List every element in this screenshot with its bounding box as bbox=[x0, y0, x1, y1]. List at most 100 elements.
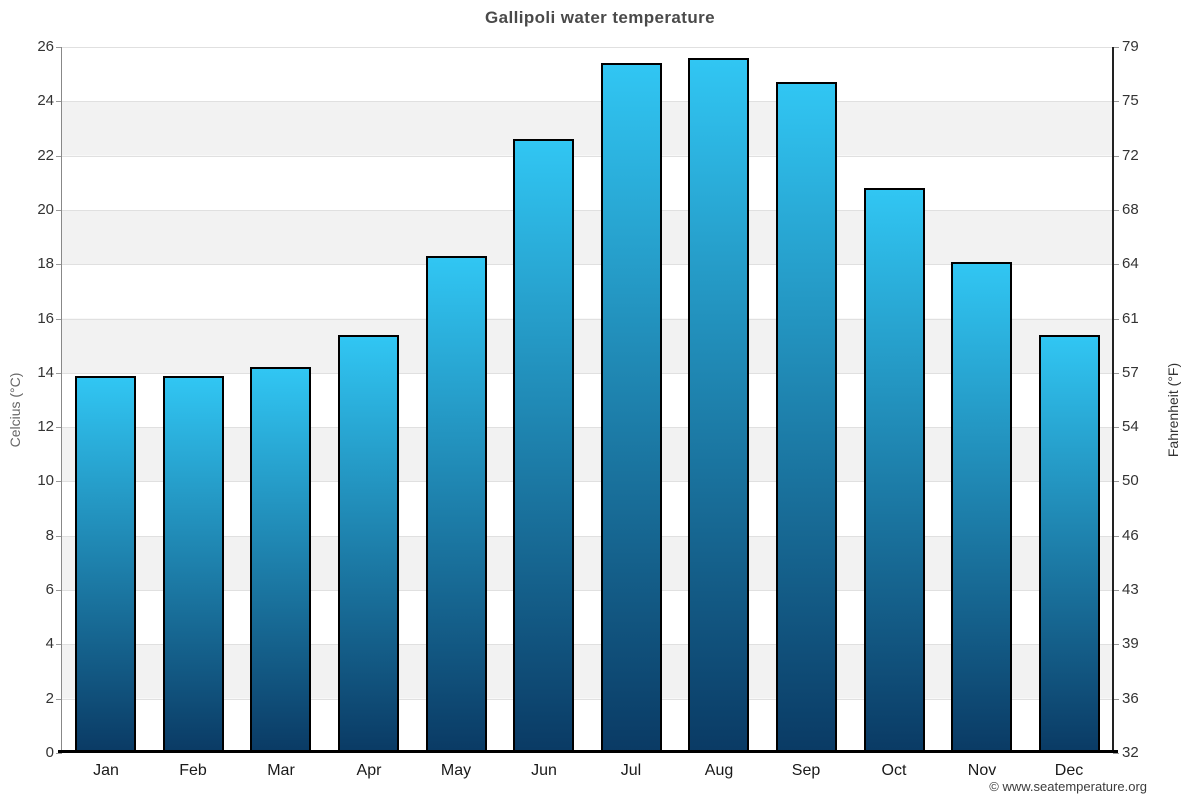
chart-title: Gallipoli water temperature bbox=[485, 8, 715, 27]
y-axis-tick-label: 16 bbox=[37, 310, 54, 327]
gridline bbox=[62, 101, 1113, 102]
y2-axis-tick-label: 54 bbox=[1122, 418, 1139, 435]
y2-axis-tick-label: 64 bbox=[1122, 255, 1139, 272]
bar-aug[interactable] bbox=[688, 58, 749, 753]
y2-axis-tick bbox=[1113, 101, 1119, 102]
bar-mar[interactable] bbox=[250, 367, 311, 753]
y2-axis-tick-label: 46 bbox=[1122, 527, 1139, 544]
y2-axis-tick-label: 39 bbox=[1122, 635, 1139, 652]
y-axis-tick-label: 8 bbox=[45, 527, 54, 544]
y2-axis-tick-label: 32 bbox=[1122, 744, 1139, 761]
bar-jan[interactable] bbox=[75, 376, 136, 753]
y-axis-tick bbox=[56, 47, 62, 48]
x-axis-line bbox=[58, 750, 1118, 753]
x-axis-label-jun: Jun bbox=[531, 762, 557, 779]
y-axis-tick bbox=[56, 319, 62, 320]
y2-axis-tick bbox=[1113, 319, 1119, 320]
plot-area bbox=[56, 47, 1119, 754]
y2-axis-tick-label: 61 bbox=[1122, 310, 1139, 327]
y2-axis-tick-label: 36 bbox=[1122, 690, 1139, 707]
y2-axis-tick-label: 79 bbox=[1122, 38, 1139, 55]
x-axis-label-nov: Nov bbox=[967, 762, 997, 779]
y2-axis-tick-label: 72 bbox=[1122, 147, 1139, 164]
y-axis-line bbox=[61, 47, 62, 753]
y-axis-tick bbox=[56, 156, 62, 157]
y-axis-tick-label: 20 bbox=[37, 201, 54, 218]
y2-axis-tick bbox=[1113, 264, 1119, 265]
y-axis-tick-label: 22 bbox=[37, 147, 54, 164]
y-axis-tick-label: 14 bbox=[37, 364, 54, 381]
y2-axis-line bbox=[1112, 47, 1114, 753]
y2-axis-tick bbox=[1113, 699, 1119, 700]
y-axis-tick-label: 10 bbox=[37, 472, 54, 489]
y2-axis-tick bbox=[1113, 753, 1119, 754]
y2-axis-tick-label: 68 bbox=[1122, 201, 1139, 218]
bar-may[interactable] bbox=[426, 256, 487, 753]
y-axis-tick bbox=[56, 536, 62, 537]
y-axis-tick bbox=[56, 427, 62, 428]
y2-axis-tick bbox=[1113, 481, 1119, 482]
y2-axis-tick bbox=[1113, 536, 1119, 537]
y2-axis-tick-label: 43 bbox=[1122, 581, 1139, 598]
y-axis-tick bbox=[56, 590, 62, 591]
x-axis-label-oct: Oct bbox=[881, 762, 907, 779]
y-axis-tick-label: 6 bbox=[45, 581, 54, 598]
gridline bbox=[62, 481, 1113, 482]
y-axis-tick-label: 24 bbox=[37, 92, 54, 109]
y-axis-tick-label: 4 bbox=[45, 635, 54, 652]
gridline bbox=[62, 590, 1113, 591]
y2-axis-tick-label: 50 bbox=[1122, 472, 1139, 489]
y2-axis-tick bbox=[1113, 590, 1119, 591]
y2-axis-tick bbox=[1113, 644, 1119, 645]
y-axis-tick-label: 18 bbox=[37, 255, 54, 272]
credit-link[interactable]: © www.seatemperature.org bbox=[989, 779, 1147, 794]
gridline bbox=[62, 319, 1113, 320]
y2-axis-tick bbox=[1113, 210, 1119, 211]
gridline bbox=[62, 373, 1113, 374]
gridline bbox=[62, 47, 1113, 48]
y2-axis-tick bbox=[1113, 427, 1119, 428]
x-axis-label-dec: Dec bbox=[1054, 762, 1084, 779]
gridline bbox=[62, 156, 1113, 157]
y-axis-tick bbox=[56, 753, 62, 754]
y-axis-tick-label: 0 bbox=[45, 744, 54, 761]
y-axis-tick bbox=[56, 373, 62, 374]
y2-axis-tick-label: 75 bbox=[1122, 92, 1139, 109]
bar-apr[interactable] bbox=[338, 335, 399, 753]
bar-oct[interactable] bbox=[864, 188, 925, 753]
bar-jun[interactable] bbox=[513, 139, 574, 753]
y-axis-tick bbox=[56, 101, 62, 102]
bar-sep[interactable] bbox=[776, 82, 837, 753]
gridline bbox=[62, 644, 1113, 645]
y-axis-tick-label: 26 bbox=[37, 38, 54, 55]
gridline bbox=[62, 264, 1113, 265]
y-axis-tick bbox=[56, 644, 62, 645]
y-axis-tick bbox=[56, 210, 62, 211]
gridline bbox=[62, 699, 1113, 700]
y2-axis-tick bbox=[1113, 373, 1119, 374]
x-axis-label-feb: Feb bbox=[179, 762, 207, 779]
x-axis-label-jul: Jul bbox=[620, 762, 642, 779]
y-axis-tick bbox=[56, 481, 62, 482]
x-axis-label-apr: Apr bbox=[356, 762, 382, 779]
y2-axis-tick bbox=[1113, 156, 1119, 157]
x-axis-label-aug: Aug bbox=[704, 762, 734, 779]
x-axis-label-sep: Sep bbox=[791, 762, 821, 779]
x-axis-label-jan: Jan bbox=[93, 762, 119, 779]
bar-nov[interactable] bbox=[951, 262, 1012, 753]
y-axis-tick bbox=[56, 699, 62, 700]
gridline bbox=[62, 210, 1113, 211]
y-axis-tick-label: 12 bbox=[37, 418, 54, 435]
bar-dec[interactable] bbox=[1039, 335, 1100, 753]
x-axis-label-may: May bbox=[440, 762, 472, 779]
gridline bbox=[62, 536, 1113, 537]
y-axis-tick bbox=[56, 264, 62, 265]
y2-axis-tick bbox=[1113, 47, 1119, 48]
x-axis-label-mar: Mar bbox=[267, 762, 295, 779]
gridline bbox=[62, 427, 1113, 428]
y-axis-tick-label: 2 bbox=[45, 690, 54, 707]
bar-feb[interactable] bbox=[163, 376, 224, 753]
y2-axis-tick-label: 57 bbox=[1122, 364, 1139, 381]
bar-jul[interactable] bbox=[601, 63, 662, 753]
